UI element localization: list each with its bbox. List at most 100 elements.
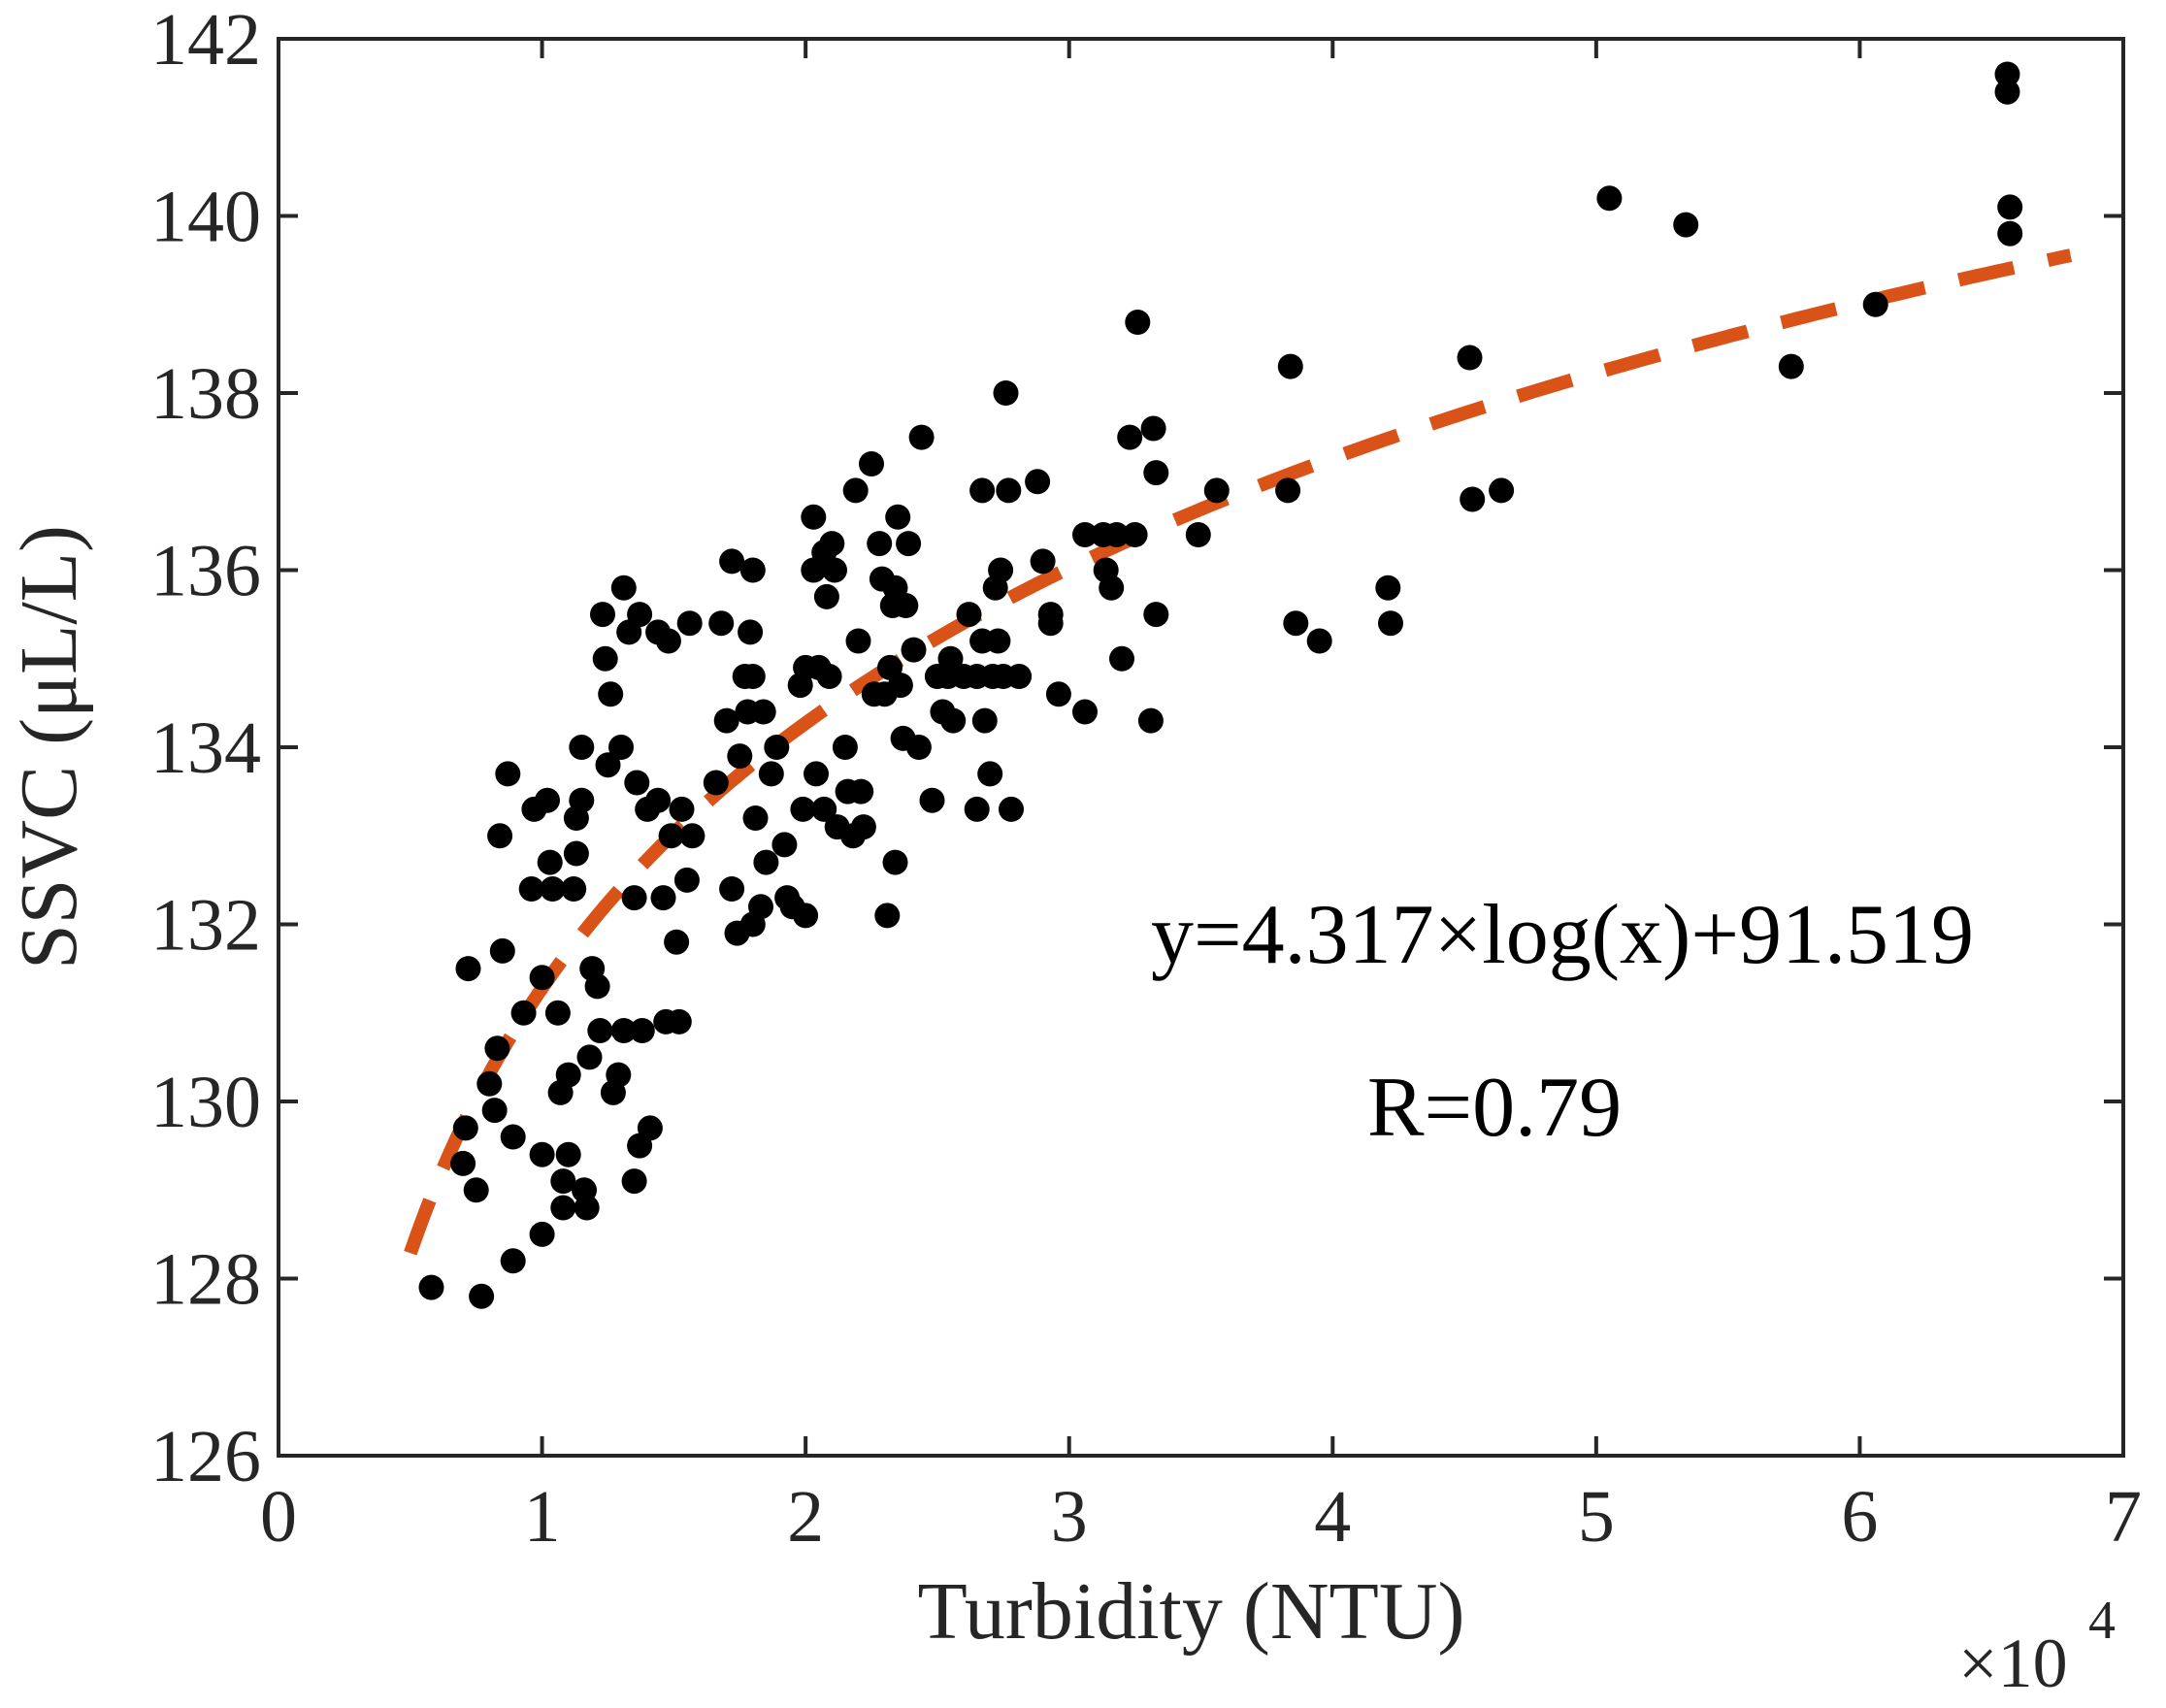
data-point bbox=[1072, 699, 1098, 725]
data-point bbox=[587, 1018, 613, 1043]
x-tick-label: 6 bbox=[1841, 1476, 1878, 1558]
data-point bbox=[919, 787, 945, 813]
data-point bbox=[555, 1062, 581, 1088]
data-point bbox=[859, 451, 884, 476]
data-point bbox=[719, 876, 745, 902]
data-point bbox=[1862, 291, 1888, 317]
data-point bbox=[758, 761, 784, 787]
data-point bbox=[764, 735, 790, 760]
data-point bbox=[673, 867, 700, 893]
data-point bbox=[969, 477, 996, 504]
data-point bbox=[574, 1195, 600, 1221]
x-tick-label: 5 bbox=[1578, 1476, 1615, 1558]
data-point bbox=[655, 628, 681, 654]
data-point bbox=[529, 965, 555, 991]
data-point bbox=[569, 735, 595, 760]
data-point bbox=[1109, 645, 1134, 672]
data-point bbox=[1030, 548, 1056, 575]
data-point bbox=[874, 903, 901, 929]
data-point bbox=[1103, 522, 1130, 547]
data-point bbox=[455, 956, 481, 982]
data-point bbox=[550, 1168, 576, 1195]
data-point bbox=[450, 1150, 476, 1176]
fit-line-layer bbox=[404, 248, 2073, 1256]
data-point bbox=[576, 1044, 603, 1070]
y-tick-label: 138 bbox=[150, 353, 261, 435]
data-point bbox=[592, 645, 618, 672]
data-point bbox=[977, 761, 1003, 787]
data-point bbox=[790, 796, 816, 822]
data-point bbox=[1122, 522, 1148, 547]
y-tick-label: 128 bbox=[150, 1239, 261, 1321]
data-point bbox=[621, 885, 647, 911]
data-point bbox=[896, 531, 922, 557]
data-point bbox=[964, 796, 990, 822]
data-point bbox=[753, 849, 779, 875]
data-point bbox=[1037, 602, 1064, 628]
labels-layer: 0 1 2 3 4 5 6 7 126 128 130 132 134 136 138 140 142 Turbi… bbox=[4, 0, 2142, 1702]
data-point bbox=[1283, 610, 1309, 637]
data-point bbox=[1489, 477, 1515, 504]
data-point bbox=[739, 557, 766, 583]
data-point bbox=[887, 673, 913, 699]
data-point bbox=[569, 787, 595, 813]
axes-layer bbox=[277, 37, 2125, 1458]
data-point bbox=[1117, 424, 1143, 450]
data-point bbox=[621, 1168, 647, 1195]
data-point bbox=[832, 735, 858, 760]
data-point bbox=[629, 1018, 655, 1043]
data-point bbox=[848, 778, 874, 805]
data-point bbox=[1460, 486, 1486, 512]
data-point bbox=[487, 823, 513, 849]
data-point bbox=[1125, 310, 1151, 335]
data-point bbox=[584, 973, 610, 1000]
fit-line bbox=[404, 248, 2073, 1256]
data-point bbox=[610, 575, 637, 601]
data-point bbox=[1457, 345, 1483, 371]
x-tick-label: 3 bbox=[1051, 1476, 1088, 1558]
data-point bbox=[608, 735, 634, 760]
data-points-layer bbox=[418, 61, 2023, 1309]
data-point bbox=[481, 1098, 508, 1124]
data-point bbox=[1006, 664, 1033, 689]
data-point bbox=[669, 796, 695, 822]
data-point bbox=[985, 628, 1011, 654]
data-point bbox=[529, 1221, 555, 1247]
data-point bbox=[813, 583, 839, 609]
data-point bbox=[418, 1274, 444, 1300]
data-point bbox=[738, 619, 764, 645]
data-point bbox=[452, 1115, 478, 1141]
x-tick-label: 7 bbox=[2105, 1476, 2142, 1558]
x-multiplier-exponent: 4 bbox=[2088, 1591, 2116, 1651]
y-tick-label: 132 bbox=[150, 885, 261, 967]
data-point bbox=[748, 894, 773, 920]
data-point bbox=[993, 380, 1019, 406]
data-point bbox=[804, 761, 829, 787]
data-point bbox=[1143, 602, 1169, 628]
data-point bbox=[793, 903, 819, 929]
data-point bbox=[750, 699, 776, 725]
data-point bbox=[590, 602, 615, 628]
data-point bbox=[544, 1000, 571, 1026]
data-point bbox=[988, 557, 1014, 583]
data-point bbox=[1203, 477, 1230, 504]
data-point bbox=[971, 707, 998, 734]
data-point bbox=[610, 1018, 637, 1043]
data-point bbox=[664, 929, 690, 955]
r-value-label: R=0.79 bbox=[1367, 1061, 1622, 1155]
data-point bbox=[956, 602, 982, 628]
data-point bbox=[679, 823, 706, 849]
data-point bbox=[624, 770, 650, 796]
data-point bbox=[703, 770, 729, 796]
x-tick-label: 2 bbox=[787, 1476, 824, 1558]
data-point bbox=[727, 743, 753, 770]
y-tick-label: 134 bbox=[150, 707, 261, 789]
y-tick-label: 126 bbox=[150, 1416, 261, 1497]
data-point bbox=[484, 1035, 510, 1062]
data-point bbox=[1997, 220, 2023, 246]
data-point bbox=[500, 1124, 526, 1150]
data-point bbox=[719, 548, 745, 575]
data-point bbox=[658, 823, 684, 849]
y-axis-title: SSVC (μL/L) bbox=[4, 525, 94, 969]
data-point bbox=[999, 796, 1024, 822]
